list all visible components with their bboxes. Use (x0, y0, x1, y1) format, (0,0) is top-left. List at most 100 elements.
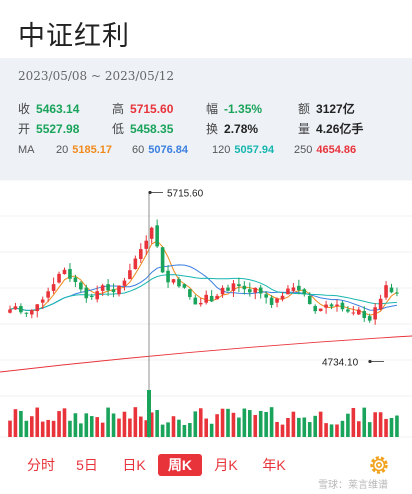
volume-bar (313, 415, 317, 437)
candle-body (346, 309, 350, 312)
candle-body (291, 287, 296, 291)
volume-bar (302, 417, 307, 437)
candle-body (35, 304, 40, 312)
volume-bar (231, 412, 236, 437)
high-label: 5715.60 (167, 188, 204, 199)
candle-body (182, 284, 187, 288)
volume-cell: 量 4.26亿手 (298, 120, 363, 137)
volume-bar (128, 418, 132, 437)
volume-bar (362, 407, 367, 437)
tab-daily-k[interactable]: 日K (122, 457, 146, 473)
candle-body (19, 306, 23, 313)
candle-body (46, 291, 50, 298)
page-title: 中证红利 (18, 21, 130, 51)
volume-bar (62, 408, 67, 437)
gear-icon (370, 456, 388, 474)
candle-body (57, 273, 61, 283)
candle-body (128, 270, 132, 280)
candle-body (122, 280, 127, 286)
kline-chart[interactable]: 5715.60 4734.10 (0, 180, 412, 438)
volume-bar (160, 424, 165, 437)
tab-yearly-k[interactable]: 年K (262, 457, 286, 473)
ma-title: MA (18, 144, 39, 156)
candle-body (226, 287, 230, 291)
volume-bar (389, 417, 394, 437)
high-value: 5715.60 (130, 102, 174, 116)
candle-body (253, 287, 258, 293)
candle-body (133, 258, 138, 270)
tab-monthly-k[interactable]: 月K (214, 457, 238, 473)
volume-bar (395, 415, 399, 437)
volume-bar (68, 420, 72, 437)
candle-body (231, 283, 236, 291)
low-label: 低 (112, 122, 125, 136)
volume-bars (8, 390, 399, 437)
candlesticks (8, 192, 399, 438)
ma-lines (0, 240, 412, 373)
kline-svg[interactable]: 5715.60 4734.10 (0, 180, 412, 438)
ma250-line (0, 335, 412, 373)
volume-bar (147, 390, 151, 437)
candle-body (242, 285, 247, 290)
tab-intraday[interactable]: 分时 (27, 457, 55, 473)
low-cell: 低 5458.35 (112, 120, 173, 137)
candle-body (307, 295, 312, 305)
ma20-value: 5185.17 (72, 144, 113, 156)
volume-bar (220, 408, 225, 437)
tab-weekly-k[interactable]: 周K (158, 454, 202, 476)
candle-body (340, 302, 345, 310)
candle-body (117, 285, 121, 295)
candle-body (220, 287, 225, 295)
candle-body (384, 285, 388, 298)
candle-body (297, 285, 301, 291)
candle-body (24, 312, 29, 314)
ma120-value: 5057.94 (234, 144, 275, 156)
candle-body (335, 304, 339, 307)
tab-5day[interactable]: 5日 (76, 457, 98, 473)
candle-body (280, 295, 285, 300)
ma60-value: 5076.84 (148, 144, 189, 156)
high-label: 高 (112, 102, 125, 116)
volume-bar (318, 411, 323, 437)
volume-bar (89, 416, 94, 437)
amount-label: 额 (298, 102, 311, 116)
volume-bar (204, 418, 208, 437)
volume-bar (226, 408, 230, 437)
volume-bar (182, 424, 187, 437)
candle-body (258, 287, 263, 294)
volume-bar (193, 411, 198, 437)
change-label: 幅 (206, 102, 219, 116)
volume-bar (280, 424, 285, 437)
turnover-cell: 换 2.78% (206, 120, 258, 137)
volume-bar (79, 423, 83, 437)
volume-bar (286, 417, 290, 437)
candle-body (13, 306, 18, 310)
candle-body (237, 284, 241, 287)
volume-bar (84, 413, 89, 437)
candle-body (395, 292, 399, 294)
volume-bar (13, 409, 18, 437)
volume-bar (139, 416, 143, 437)
volume-bar (30, 416, 34, 437)
candle-body (389, 287, 394, 293)
candle-body (30, 310, 34, 315)
change-value: -1.35% (224, 102, 263, 116)
volume-bar (177, 419, 181, 437)
chart-settings-button[interactable] (366, 452, 392, 478)
ma60-line (9, 264, 397, 311)
volume-bar (122, 411, 127, 437)
low-label: 4734.10 (322, 357, 359, 368)
candle-body (100, 285, 105, 291)
change-cell: 幅 -1.35% (206, 100, 262, 117)
volume-bar (351, 407, 356, 437)
volume-bar (95, 417, 99, 437)
volume-bar (215, 414, 219, 437)
candle-body (373, 307, 377, 320)
volume-bar (35, 407, 40, 437)
volume-bar (106, 407, 110, 437)
ma-label: MA (18, 144, 35, 156)
low-dot (368, 359, 372, 364)
quote-row-2: 开 5527.98 低 5458.35 换 2.78% 量 4.26亿手 (18, 120, 408, 138)
ma20-label: 20 (56, 144, 69, 156)
ma-legend: MA 20 5185.17 60 5076.84 120 5057.94 250 465… (18, 144, 408, 160)
